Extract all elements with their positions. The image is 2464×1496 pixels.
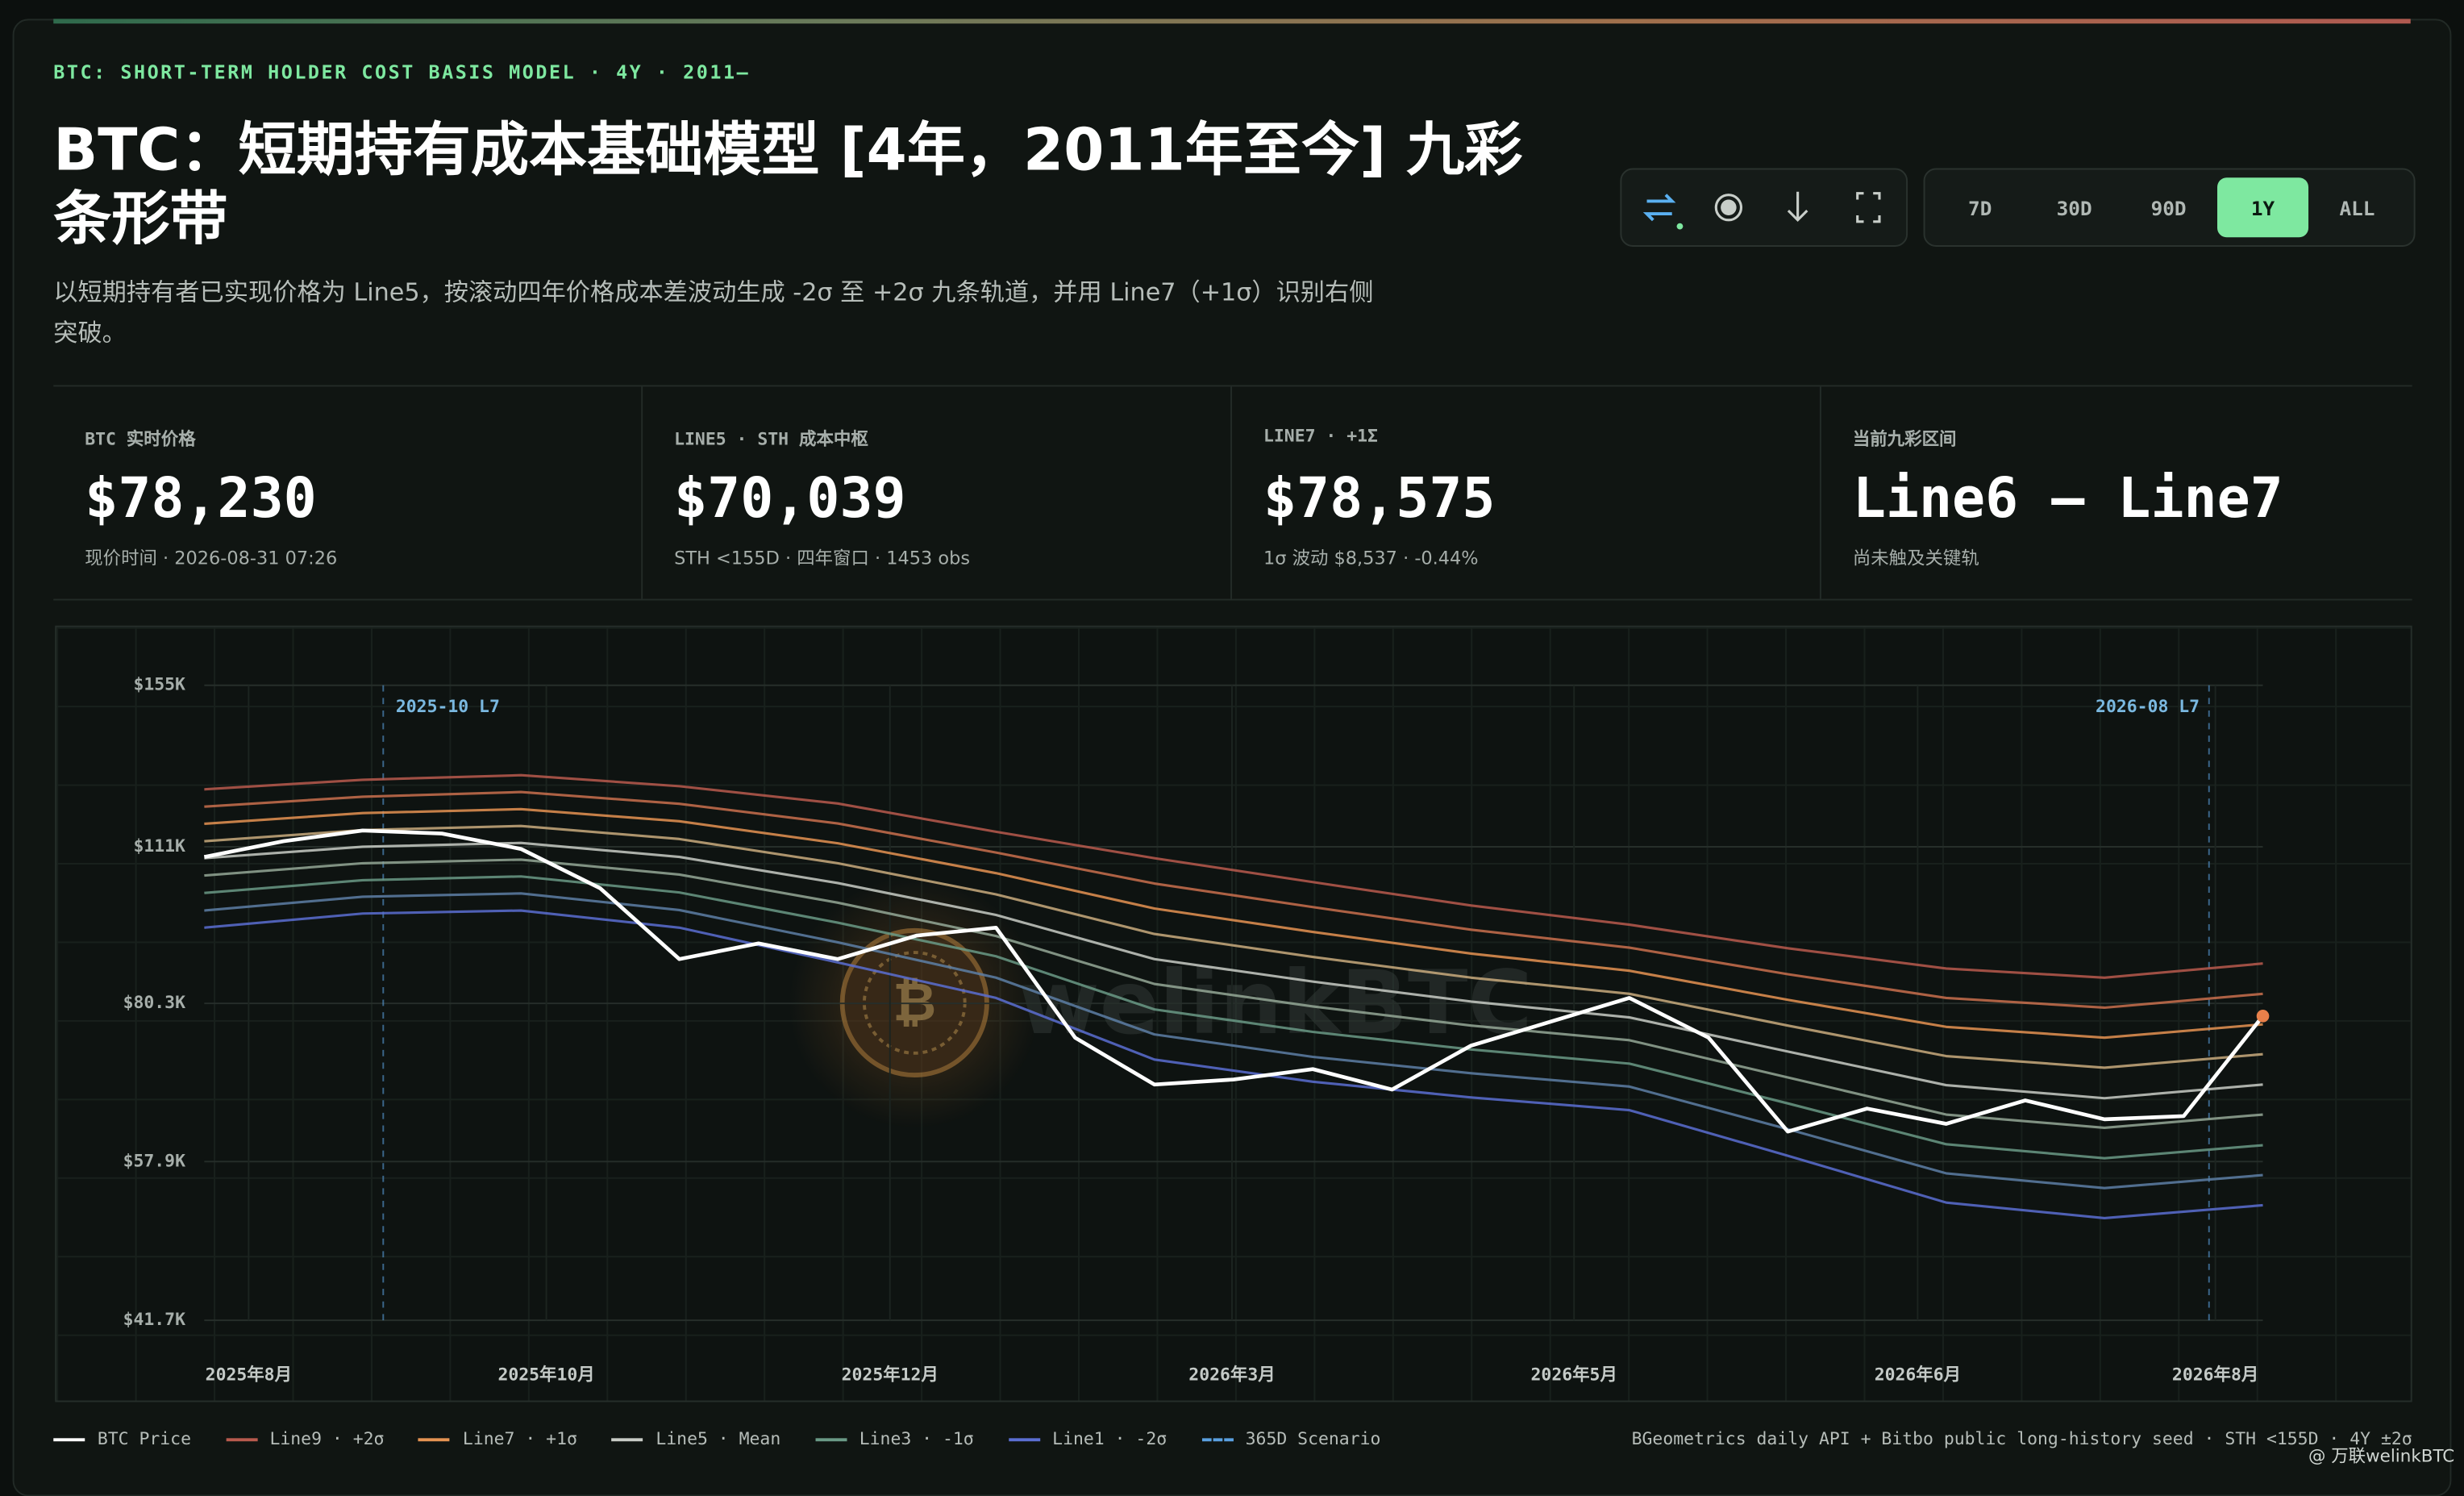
band-line: [204, 892, 2263, 1190]
annotation-label: 2026-08 L7: [2096, 697, 2200, 717]
x-tick-label: 2025年10月: [497, 1364, 594, 1385]
stat-label: LINE5 · STH 成本中枢: [674, 429, 868, 450]
legend-label: BTC Price: [97, 1428, 192, 1449]
icon-toolbar: [1620, 168, 1908, 247]
stat-value: Line6 — Line7: [1852, 468, 2283, 531]
y-tick-label: $155K: [133, 675, 185, 695]
accent-bar: [53, 19, 2411, 24]
stat-label: 当前九彩区间: [1852, 429, 1957, 450]
status-dot: [1676, 223, 1684, 230]
download-button[interactable]: [1787, 191, 1808, 223]
legend-item[interactable]: Line5 · Mean: [611, 1428, 781, 1449]
legend-item[interactable]: 365D Scenario: [1201, 1429, 1380, 1449]
stat-note: 现价时间 · 2026-08-31 07:26: [85, 547, 338, 569]
legend-swatch: [815, 1437, 847, 1441]
legend-label: Line5 · Mean: [656, 1428, 781, 1449]
band-line: [204, 875, 2263, 1160]
legend-swatch: [1201, 1437, 1234, 1441]
legend-swatch: [611, 1437, 643, 1441]
record-button[interactable]: [1714, 194, 1743, 222]
range-toolbar: 7D 30D 90D 1Y ALL: [1923, 168, 2416, 247]
band-line: [204, 841, 2263, 1100]
stat-card: 当前九彩区间 Line6 — Line7 尚未触及关键轨: [1821, 386, 2411, 598]
annotation-label: 2025-10 L7: [396, 697, 500, 717]
band-line: [204, 807, 2263, 1040]
x-tick-label: 2026年6月: [1875, 1364, 1961, 1385]
range-button[interactable]: ALL: [2339, 195, 2375, 219]
stats-row: BTC 实时价格 $78,230 现价时间 · 2026-08-31 07:26…: [53, 385, 2412, 601]
x-tick-label: 2026年3月: [1188, 1364, 1275, 1385]
range-button[interactable]: 30D: [2056, 195, 2092, 219]
svg-text:₿: ₿: [893, 970, 936, 1033]
y-tick-label: $57.9K: [123, 1151, 185, 1171]
legend-swatch: [1008, 1437, 1040, 1441]
stat-note: STH <155D · 四年窗口 · 1453 obs: [674, 547, 971, 569]
y-tick-label: $80.3K: [123, 993, 185, 1013]
page-title: BTC：短期持有成本基础模型 [4年，2011年至今] 九彩条形带: [53, 116, 1523, 253]
legend-label: Line3 · -1σ: [859, 1428, 974, 1449]
x-tick-label: 2026年8月: [2172, 1364, 2258, 1385]
legend-label: 365D Scenario: [1245, 1428, 1381, 1449]
fullscreen-button[interactable]: [1856, 192, 1881, 223]
stat-value: $70,039: [674, 468, 906, 531]
end-dot: [2256, 1010, 2270, 1023]
legend-item[interactable]: Line3 · -1σ: [815, 1429, 974, 1449]
legend-swatch: [53, 1437, 85, 1441]
legend-label: Line7 · +1σ: [462, 1428, 577, 1449]
stat-value: $78,575: [1263, 468, 1496, 531]
y-tick-label: $41.7K: [123, 1310, 185, 1330]
legend-item[interactable]: BTC Price: [53, 1429, 191, 1449]
x-tick-label: 2026年5月: [1531, 1364, 1617, 1385]
legend-label: Line1 · -2σ: [1052, 1428, 1167, 1449]
legend-swatch: [225, 1437, 257, 1441]
stat-card: LINE5 · STH 成本中枢 $70,039 STH <155D · 四年窗…: [643, 386, 1233, 599]
x-tick-label: 2025年8月: [206, 1364, 292, 1385]
legend: BTC Price Line9 · +2σ Line7 · +1σ Line5 · M…: [53, 1429, 1380, 1449]
stat-note: 1σ 波动 $8,537 · -0.44%: [1263, 547, 1479, 569]
credit: @ 万联welinkBTC: [2308, 1446, 2455, 1467]
range-button[interactable]: 7D: [1968, 195, 1992, 219]
stat-card: LINE7 · +1Σ $78,575 1σ 波动 $8,537 · -0.44…: [1232, 386, 1821, 599]
stat-note: 尚未触及关键轨: [1852, 547, 1979, 569]
source-note: BGeometrics daily API + Bitbo public lon…: [1631, 1428, 2412, 1449]
legend-item[interactable]: Line1 · -2σ: [1008, 1428, 1167, 1449]
band-line: [204, 824, 2263, 1069]
legend-swatch: [418, 1437, 451, 1441]
swap-button[interactable]: [1642, 194, 1676, 222]
range-button[interactable]: 90D: [2150, 195, 2187, 219]
stat-label: BTC 实时价格: [85, 429, 196, 450]
x-tick-label: 2025年12月: [842, 1364, 939, 1385]
stat-value: $78,230: [85, 468, 317, 531]
chart-frame: [55, 625, 2412, 1402]
legend-label: Line9 · +2σ: [269, 1428, 385, 1449]
band-line: [204, 790, 2263, 1010]
stat-label: LINE7 · +1Σ: [1263, 426, 1378, 447]
legend-item[interactable]: Line7 · +1σ: [418, 1429, 577, 1449]
description: 以短期持有者已实现价格为 Line5，按滚动四年价格成本差波动生成 -2σ 至 …: [53, 277, 1374, 348]
band-line: [204, 773, 2263, 979]
stat-card: BTC 实时价格 $78,230 现价时间 · 2026-08-31 07:26: [53, 386, 643, 599]
toolbar-icons: [1642, 191, 1881, 230]
kicker: BTC: SHORT-TERM HOLDER COST BASIS MODEL …: [53, 61, 751, 84]
range-button[interactable]: 1Y: [2217, 177, 2309, 238]
price-line: [203, 828, 2265, 1134]
y-tick-label: $111K: [133, 836, 185, 856]
legend-item[interactable]: Line9 · +2σ: [225, 1428, 385, 1449]
band-line: [204, 909, 2263, 1220]
